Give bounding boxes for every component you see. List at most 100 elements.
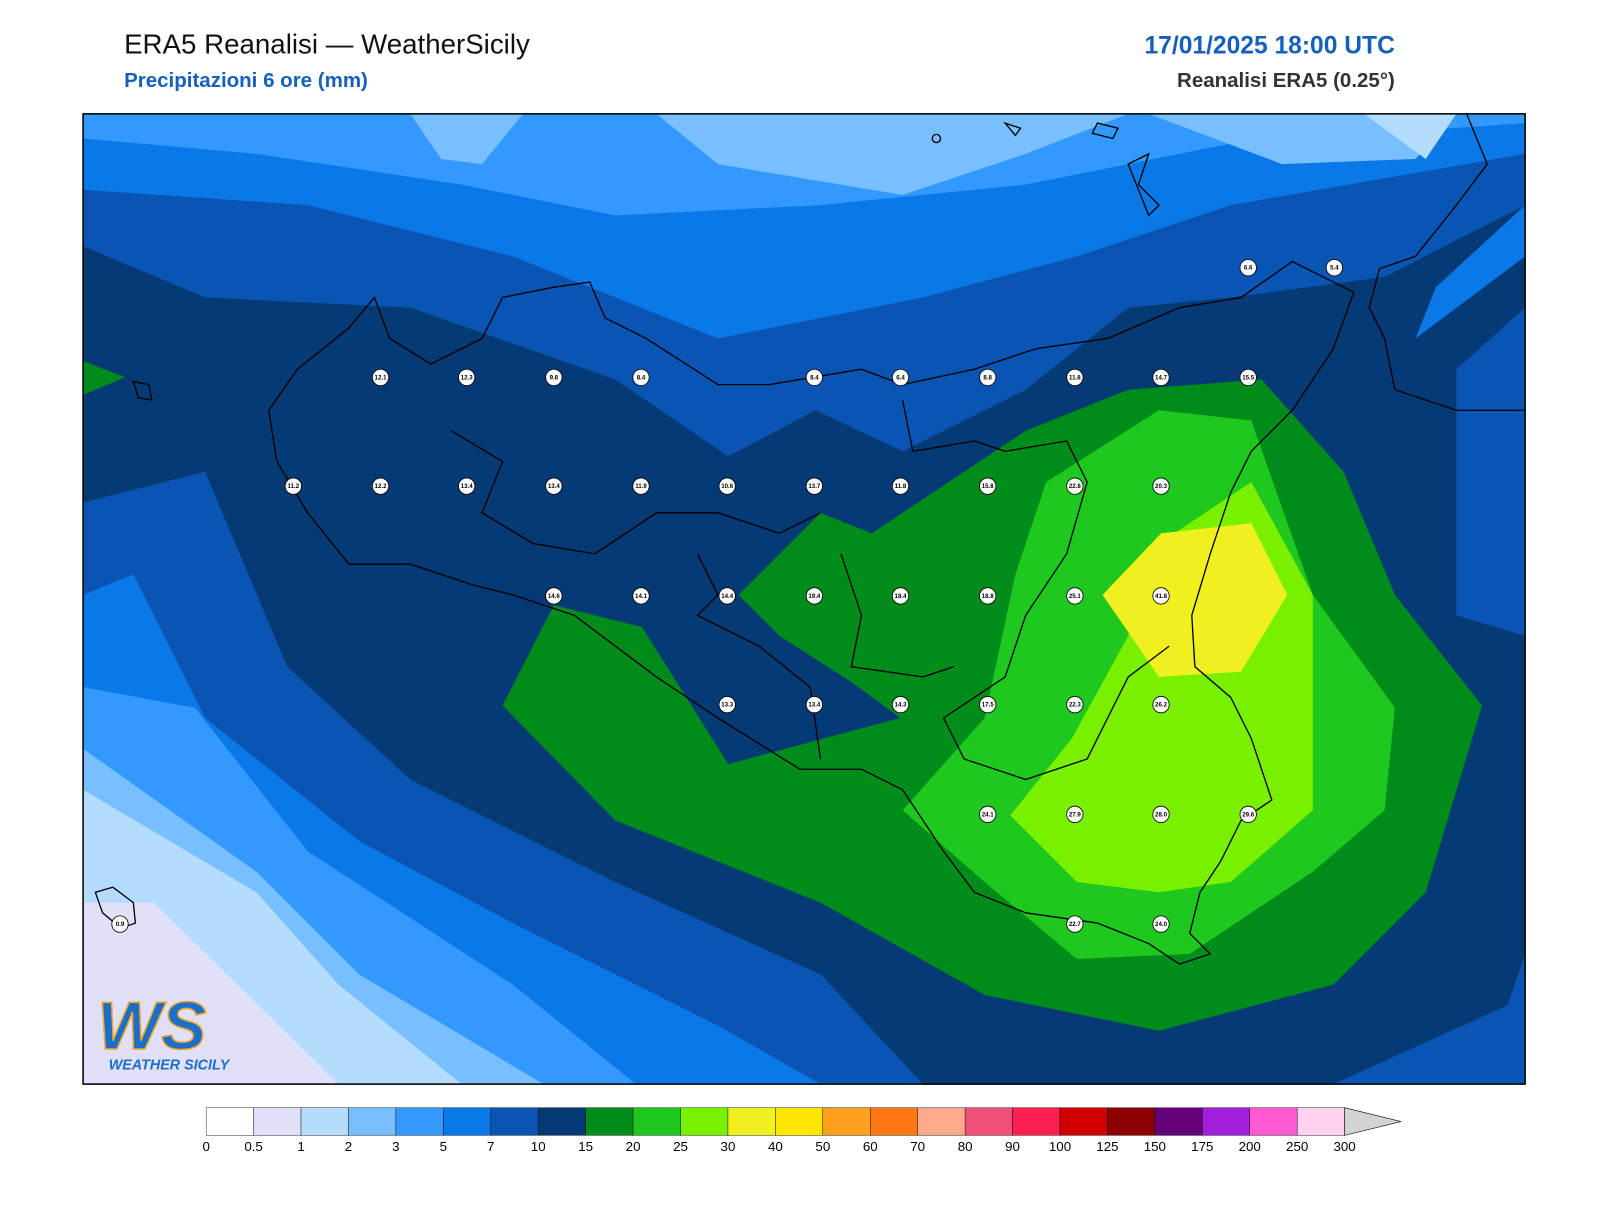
station-marker — [718, 477, 736, 495]
station-value: 27.9 — [1069, 811, 1082, 818]
legend-label: 25 — [673, 1139, 688, 1154]
station-marker — [979, 587, 997, 605]
legend-swatch — [538, 1107, 586, 1136]
legend-label: 20 — [626, 1139, 641, 1154]
station-value: 17.5 — [982, 702, 995, 709]
station-marker — [891, 368, 910, 387]
station-marker — [632, 368, 650, 387]
legend-swatch — [1012, 1107, 1061, 1136]
legend-swatch — [1107, 1107, 1156, 1136]
precip-field — [83, 113, 1526, 1085]
station-marker — [891, 695, 910, 714]
station-value: 24.1 — [982, 811, 995, 818]
legend-label: 30 — [721, 1139, 736, 1154]
station-value: 14.3 — [895, 702, 908, 709]
legend-swatch — [964, 1107, 1013, 1136]
legend-label: 250 — [1286, 1139, 1308, 1154]
station-value: 11.2 — [288, 483, 300, 490]
legend-swatch — [443, 1107, 491, 1136]
station-value: 14.1 — [635, 593, 648, 600]
legend-swatch — [822, 1107, 871, 1136]
station-marker — [284, 477, 302, 495]
station-marker — [979, 368, 997, 387]
legend-label: 15 — [578, 1139, 593, 1154]
legend-label: 150 — [1144, 1139, 1166, 1154]
station-marker — [979, 477, 997, 495]
map-frame — [82, 113, 1526, 1085]
legend-swatch — [348, 1107, 397, 1136]
legend-label: 300 — [1333, 1139, 1355, 1154]
logo: WS WEATHER SICILY — [97, 988, 231, 1073]
station-value: 11.8 — [1069, 374, 1081, 381]
legend-swatch — [1296, 1107, 1345, 1136]
station-marker — [545, 587, 563, 605]
legend-swatch — [205, 1107, 254, 1136]
station-marker — [979, 695, 997, 714]
station-value: 25.1 — [1069, 593, 1082, 600]
station-value: 11.9 — [635, 483, 647, 490]
station-marker — [1066, 477, 1084, 495]
station-marker — [805, 587, 823, 605]
station-value: 13.3 — [721, 702, 734, 709]
station-marker — [1152, 587, 1170, 605]
station-marker — [458, 368, 476, 387]
legend-label: 2 — [345, 1139, 352, 1154]
legend-label: 200 — [1239, 1139, 1261, 1154]
station-marker — [1152, 368, 1170, 387]
station-value: 14.7 — [1155, 374, 1168, 381]
station-marker — [1239, 259, 1257, 277]
station-marker — [1152, 477, 1170, 495]
station-marker — [1152, 805, 1170, 823]
station-marker — [891, 477, 910, 495]
station-marker — [1066, 368, 1084, 387]
station-marker — [1239, 368, 1257, 387]
station-value: 6.4 — [896, 374, 905, 381]
station-value: 12.2 — [375, 483, 388, 490]
logo-mark: WS — [97, 989, 206, 1064]
legend-label: 0 — [202, 1139, 209, 1154]
legend-label: 7 — [487, 1139, 494, 1154]
station-value: 13.4 — [808, 702, 821, 709]
station-marker — [1066, 587, 1084, 605]
station-marker — [1152, 915, 1170, 933]
station-marker — [891, 587, 910, 605]
legend-label: 175 — [1191, 1139, 1213, 1154]
legend-extend — [1344, 1107, 1402, 1136]
station-marker — [632, 587, 650, 605]
station-marker — [1066, 915, 1084, 933]
station-marker — [718, 587, 736, 605]
station-marker — [371, 368, 390, 387]
legend-swatch — [1249, 1107, 1298, 1136]
legend-swatch — [1202, 1107, 1250, 1136]
station-marker — [632, 477, 650, 495]
legend-swatch — [490, 1107, 539, 1136]
legend-label: 100 — [1049, 1139, 1071, 1154]
station-marker — [718, 695, 736, 714]
legend-swatch — [1059, 1107, 1108, 1136]
station-value: 12.3 — [461, 374, 474, 381]
station-value: 13.4 — [461, 483, 474, 490]
legend-label: 40 — [768, 1139, 783, 1154]
station-value: 18.8 — [982, 593, 995, 600]
legend-swatch — [253, 1107, 302, 1136]
colorbar: 0 0.5 1 2 3 5 7 10 15 20 25 30 40 50 60 70 80 90 100 125 150… — [202, 1107, 1402, 1154]
legend-swatch — [775, 1107, 824, 1136]
station-value: 8.8 — [983, 374, 992, 381]
datetime: 17/01/2025 18:00 UTC — [1144, 32, 1395, 59]
title: ERA5 Reanalisi — WeatherSicily — [124, 28, 530, 59]
legend-label: 10 — [531, 1139, 546, 1154]
station-value: 5.4 — [1330, 265, 1339, 272]
station-marker — [111, 915, 129, 933]
station-marker — [545, 368, 563, 387]
station-marker — [805, 368, 823, 387]
station-marker — [1325, 259, 1343, 277]
station-value: 22.7 — [1069, 921, 1082, 928]
legend-label: 80 — [958, 1139, 973, 1154]
station-value: 22.8 — [1069, 483, 1082, 490]
station-marker — [1239, 805, 1257, 823]
legend-label: 125 — [1096, 1139, 1118, 1154]
subtitle: Precipitazioni 6 ore (mm) — [124, 69, 368, 92]
station-marker — [805, 477, 823, 495]
station-value: 29.6 — [1242, 811, 1255, 818]
